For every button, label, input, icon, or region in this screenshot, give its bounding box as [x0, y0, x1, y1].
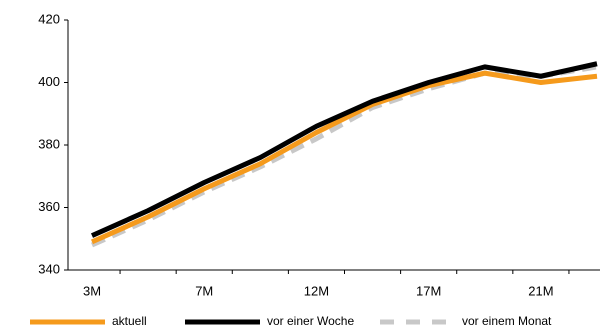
legend-label: aktuell — [112, 314, 147, 328]
x-tick-label: 7M — [195, 283, 213, 298]
line-series — [90, 70, 598, 245]
x-tick-label: 21M — [528, 283, 553, 298]
legend-label: vor einer Woche — [267, 314, 354, 328]
y-tick-label: 400 — [38, 74, 60, 89]
y-tick-label: 420 — [38, 11, 60, 26]
y-tick-label: 340 — [38, 261, 60, 276]
line-series — [90, 61, 598, 238]
x-tick-label: 3M — [83, 283, 101, 298]
x-tick-label: 12M — [304, 283, 329, 298]
x-tick-label: 17M — [416, 283, 441, 298]
y-tick-label: 360 — [38, 199, 60, 214]
legend-label: vor einem Monat — [462, 314, 552, 328]
y-tick-label: 380 — [38, 136, 60, 151]
line-series — [90, 64, 598, 248]
